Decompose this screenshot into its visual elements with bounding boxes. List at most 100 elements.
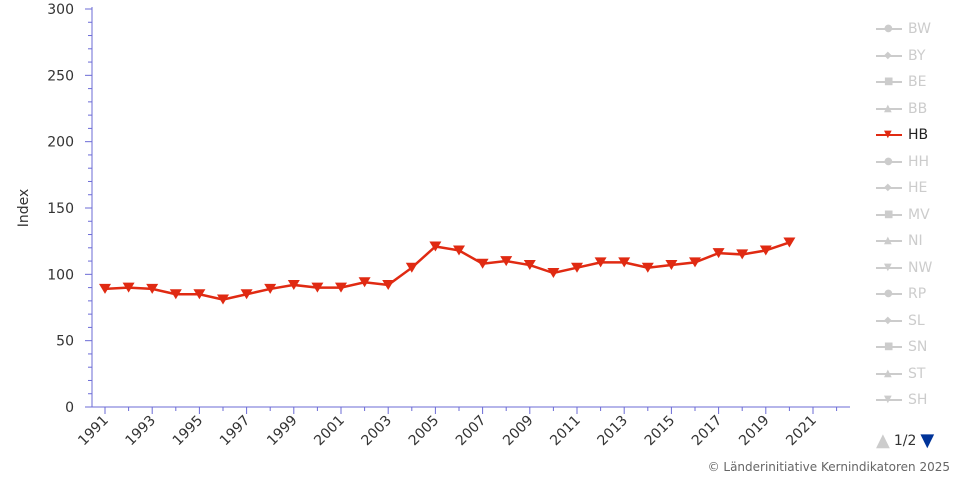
legend-symbol-icon: ■ [876,341,902,353]
legend-symbol-icon: ◆ [876,50,902,62]
legend-label: HB [908,127,929,143]
legend-symbol-icon: ▼ [876,129,902,141]
x-tick-label: 2009 [500,413,537,450]
legend-label: SL [908,312,925,329]
y-tick-label: 200 [47,135,74,151]
data-point [500,256,513,267]
data-point [618,257,631,268]
legend-symbol-icon: ▼ [876,262,902,274]
data-point [287,279,300,290]
data-point [523,260,536,271]
legend-symbol-icon: ■ [876,76,902,88]
x-tick-label: 1993 [123,413,160,450]
y-tick-label: 100 [47,267,74,283]
y-tick-label: 0 [65,400,74,416]
x-tick-label: 1999 [264,413,301,450]
legend-symbol-icon: ● [876,23,902,35]
legend-item-HB[interactable]: ▼ HB [876,127,928,143]
legend-item-BB[interactable]: ▲ BB [876,101,927,117]
data-point [358,277,371,288]
credits: © Länderinitiative Kernindikatoren 2025 [707,460,950,474]
data-point [146,283,159,294]
data-point [665,260,678,271]
y-tick-label: 50 [56,334,74,350]
data-point [547,268,560,279]
data-point [429,241,442,252]
legend-item-NI[interactable]: ▲ NI [876,233,923,249]
x-tick-label: 2021 [783,413,820,450]
page-indicator: 1/2 [893,432,917,449]
data-point [736,249,749,260]
legend-item-ST[interactable]: ▲ ST [876,366,925,382]
legend-label: SN [908,339,928,355]
legend-symbol-icon: ● [876,288,902,300]
x-tick-label: 2017 [689,413,726,450]
series-line-HB [104,241,790,301]
data-point [759,245,772,256]
x-tick-label: 2007 [453,413,490,450]
legend-item-HH[interactable]: ● HH [876,154,929,170]
legend-label: BY [908,47,926,64]
legend-item-NW[interactable]: ▼ NW [876,260,932,276]
legend-symbol-icon: ● [876,156,902,168]
y-tick-label: 250 [47,68,74,84]
legend-label: ST [908,365,926,382]
legend-symbol-icon: ▲ [876,368,902,380]
x-tick-label: 2015 [642,413,679,450]
data-point [169,289,182,300]
y-tick-label: 300 [47,2,74,18]
legend-label: BE [908,74,927,90]
x-tick-label: 2003 [359,413,396,450]
page-up-icon[interactable]: ▲ [876,430,890,451]
legend-item-MV[interactable]: ■ MV [876,207,930,223]
legend-item-BE[interactable]: ■ BE [876,74,926,90]
legend-label: MV [908,206,930,223]
legend-label: HE [908,180,928,196]
legend-item-HE[interactable]: ◆ HE [876,180,927,196]
data-point [641,262,654,273]
legend-label: HH [908,153,930,170]
legend-item-SN[interactable]: ■ SN [876,339,927,355]
data-point [217,294,229,305]
data-point [240,289,253,300]
legend-label: RP [908,286,927,302]
legend-item-BY[interactable]: ◆ BY [876,48,925,64]
legend-label: SH [908,392,928,408]
x-tick-label: 2019 [736,413,773,450]
legend-item-SL[interactable]: ◆ SL [876,313,925,329]
legend-item-RP[interactable]: ● RP [876,286,926,302]
legend-symbol-icon: ▲ [876,103,902,115]
data-point [264,283,277,294]
data-point [405,262,418,273]
data-point [783,237,796,248]
page-down-icon[interactable]: ▼ [920,430,935,451]
x-tick-label: 2001 [311,413,348,450]
legend-label: NI [908,233,923,249]
legend-item-BW[interactable]: ● BW [876,21,931,37]
data-point [712,248,725,259]
legend-label: BW [908,21,931,37]
data-point [476,258,489,269]
data-point [122,282,135,293]
legend-symbol-icon: ▲ [876,235,902,247]
line-chart: 0 50 100 150 200 250 300 1991 1993 1995 1997 1999 20… [16,2,850,450]
y-axis-label: Index [16,189,32,228]
data-point [453,245,465,256]
data-point [311,282,324,293]
legend-symbol-icon: ◆ [876,315,902,327]
x-tick-label: 1991 [75,413,112,450]
legend-symbol-icon: ◆ [876,182,902,194]
data-point [193,289,206,300]
data-point [594,257,607,268]
legend-symbol-icon: ▼ [876,394,902,406]
x-tick-label: 2011 [547,413,584,450]
x-tick-label: 2005 [406,413,443,450]
data-point [382,279,395,290]
x-tick-label: 1997 [217,413,254,450]
legend-label: NW [908,259,933,276]
data-point [571,262,583,273]
x-tick-label: 2013 [595,413,632,450]
data-point [99,283,111,294]
legend-item-SH[interactable]: ▼ SH [876,392,927,408]
data-point [689,257,701,268]
